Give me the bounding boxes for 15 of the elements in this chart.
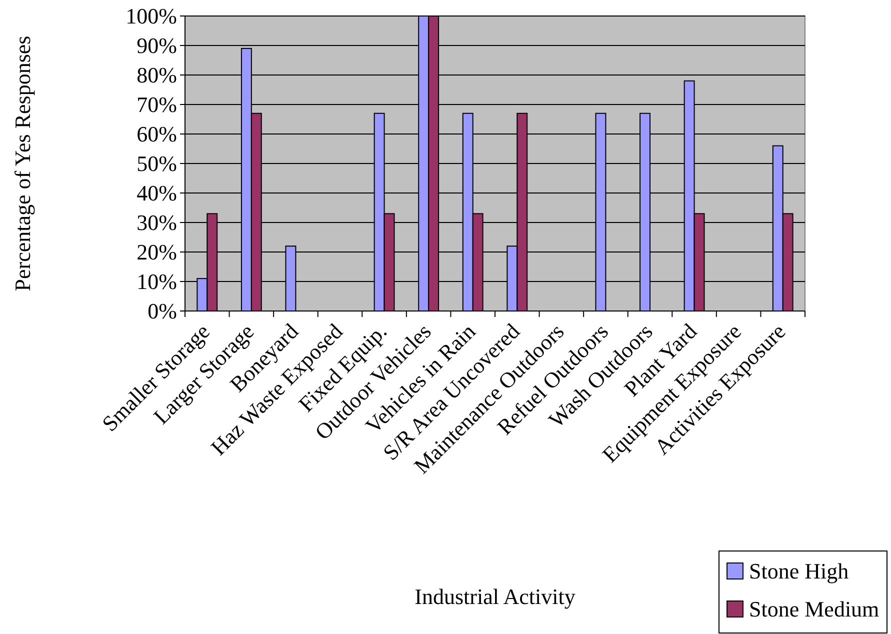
y-tick-label: 100% [126, 4, 177, 29]
y-tick-label: 50% [136, 151, 177, 176]
y-tick-label: 60% [136, 122, 177, 147]
y-tick-label: 70% [136, 92, 177, 118]
y-tick-label: 30% [136, 210, 177, 236]
y-tick-label: 90% [136, 33, 177, 58]
y-tick-label: 20% [136, 240, 177, 265]
y-axis-title: Percentage of Yes Responses [10, 36, 35, 292]
x-axis-title: Industrial Activity [414, 584, 576, 609]
y-tick-label: 40% [136, 180, 177, 206]
y-tick-label: 10% [136, 269, 177, 294]
legend-label: Stone High [749, 558, 849, 584]
y-tick-label: 80% [136, 62, 177, 88]
legend-label: Stone Medium [749, 596, 880, 622]
y-tick-label: 0% [148, 298, 177, 324]
